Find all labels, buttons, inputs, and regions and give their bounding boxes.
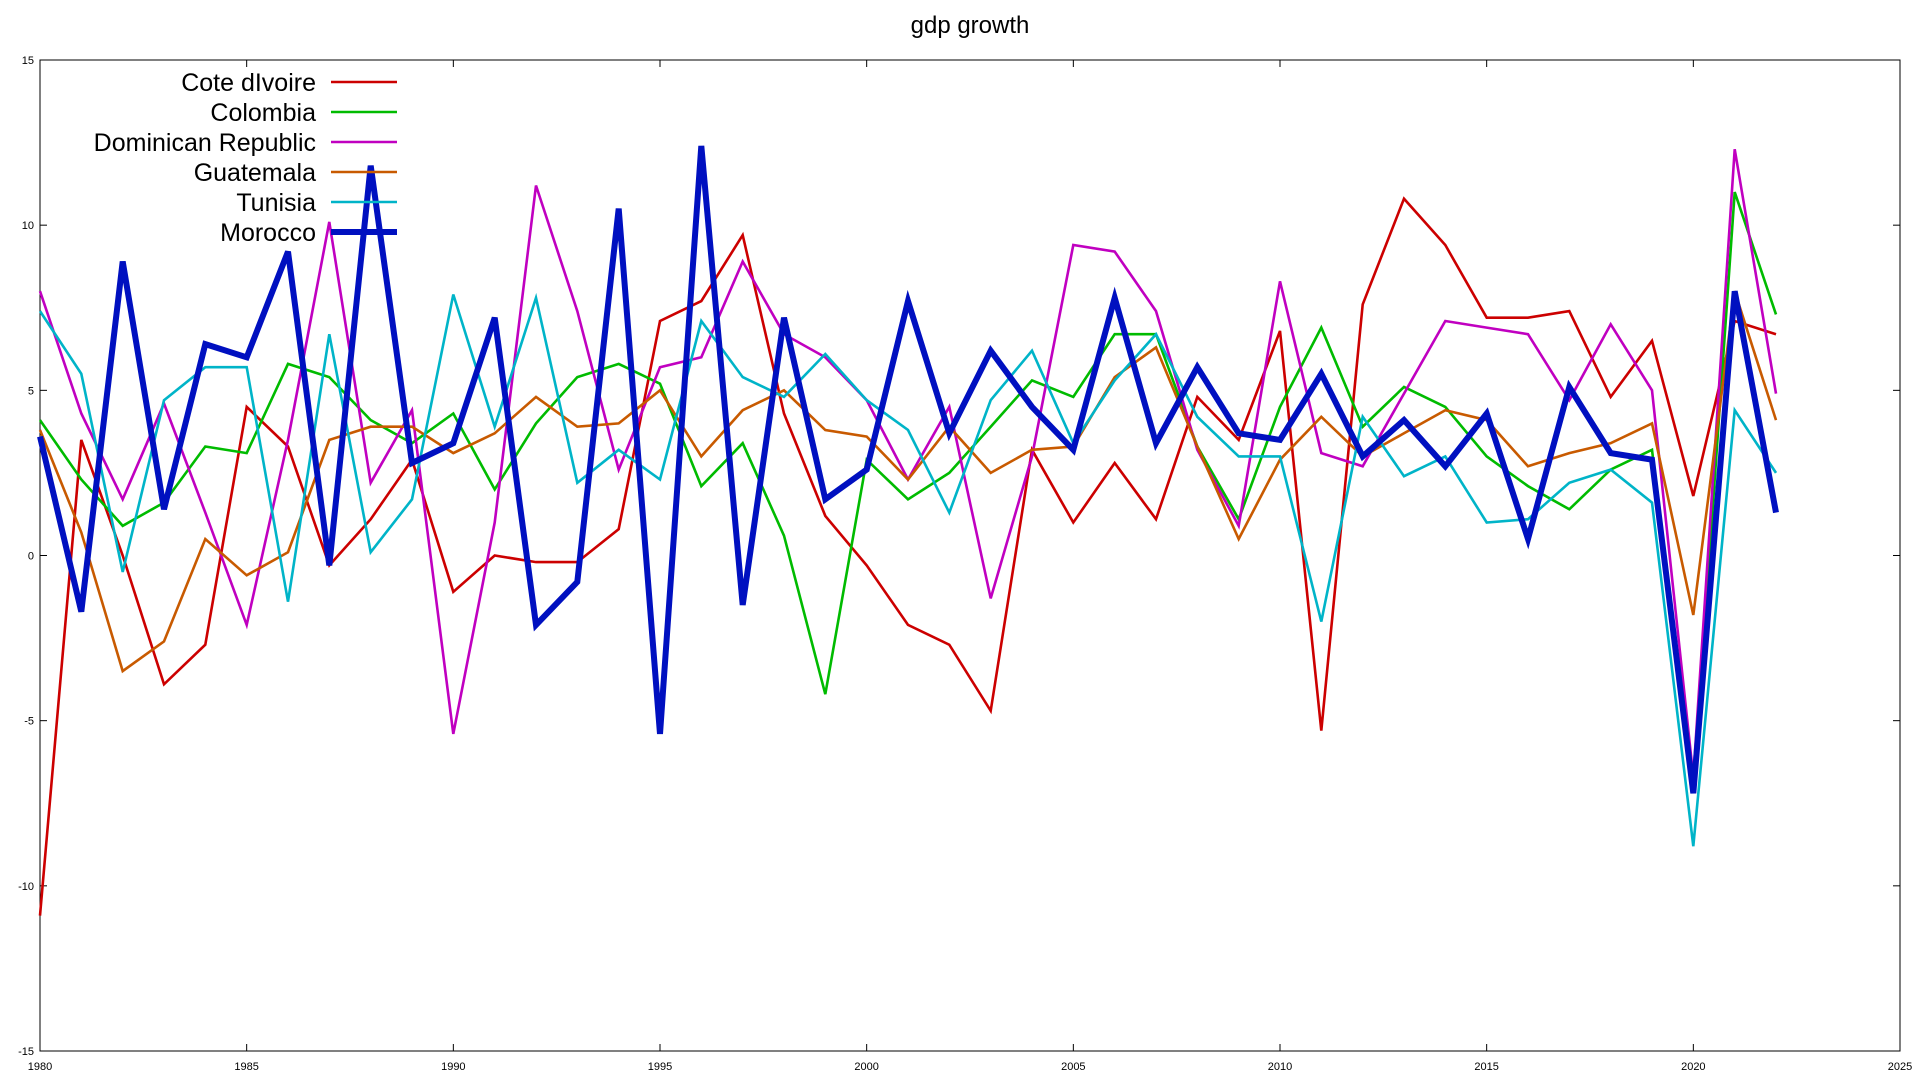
chart-title: gdp growth: [911, 12, 1030, 39]
x-tick-label: 2010: [1268, 1061, 1292, 1073]
legend-label-colombia: Colombia: [210, 99, 316, 127]
legend-label-tunisia: Tunisia: [236, 189, 316, 217]
plot-frame: [39, 59, 1901, 1052]
legend-label-morocco: Morocco: [220, 219, 316, 247]
x-tick-label: 1985: [234, 1061, 258, 1073]
series-line-tunisia: [38, 292, 1778, 847]
x-tick-label: 1995: [648, 1061, 672, 1073]
y-tick-label: -10: [18, 881, 34, 893]
legend-label-dominican-republic: Dominican Republic: [94, 129, 316, 157]
y-tick-label: 15: [22, 55, 34, 67]
series-lines: [37, 145, 1779, 916]
series-line-morocco: [37, 145, 1779, 794]
series-line-colombia: [38, 191, 1778, 787]
x-tick-label: 2020: [1681, 1061, 1705, 1073]
axis-ticks: 1980 1985 1990 1995 2000 2005 2010 2015 2020 2025…: [18, 55, 1912, 1073]
y-tick-label: -5: [24, 716, 34, 728]
x-tick-label: 1980: [28, 1061, 52, 1073]
y-tick-label: 10: [22, 220, 34, 232]
legend-label-guatemala: Guatemala: [194, 159, 316, 187]
x-tick-label: 2000: [854, 1061, 878, 1073]
y-tick-label: 0: [28, 551, 34, 563]
legend-label-cote-divoire: Cote dIvoire: [181, 69, 316, 97]
x-tick-label: 1990: [441, 1061, 465, 1073]
x-tick-label: 2025: [1888, 1061, 1912, 1073]
y-tick-label: -15: [18, 1046, 34, 1058]
x-tick-label: 2015: [1474, 1061, 1498, 1073]
y-tick-label: 5: [28, 385, 34, 397]
x-tick-label: 2005: [1061, 1061, 1085, 1073]
